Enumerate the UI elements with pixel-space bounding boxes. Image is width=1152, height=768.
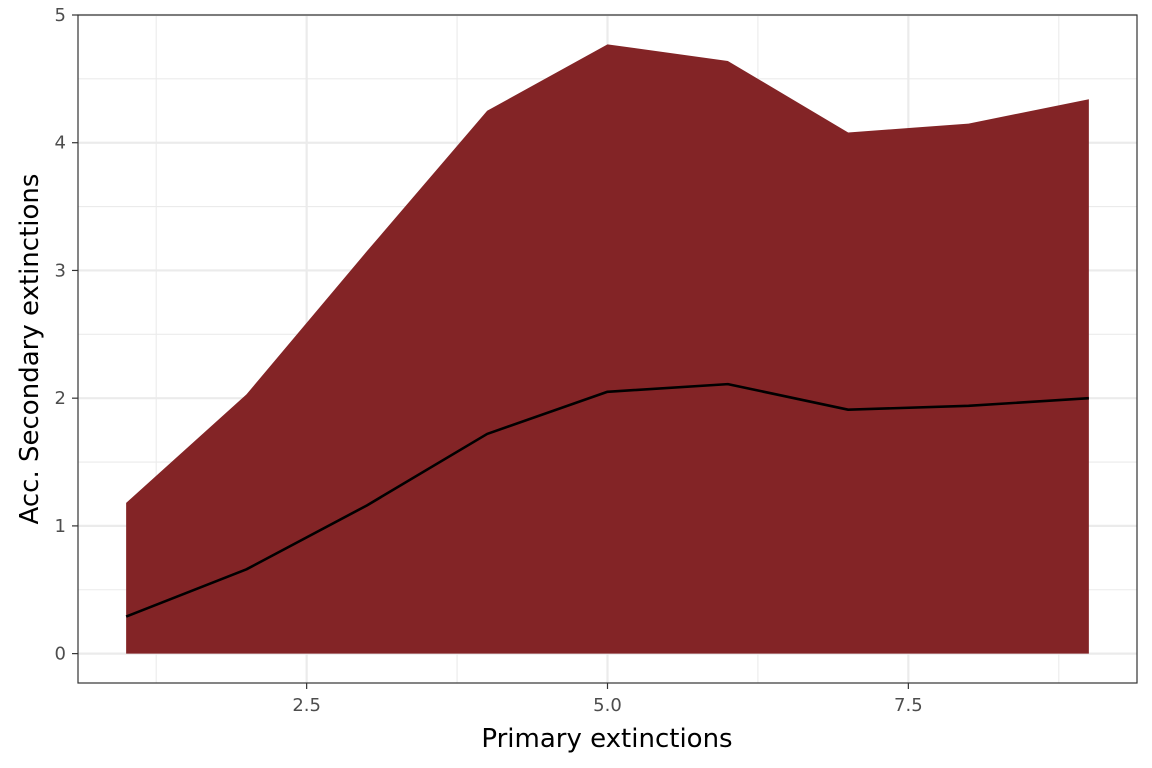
y-axis: 0 1 2 3 4 5	[55, 5, 78, 665]
confidence-area	[126, 44, 1089, 654]
series-layer	[125, 44, 1089, 654]
x-tick-label: 2.5	[292, 695, 321, 716]
x-axis-title: Primary extinctions	[481, 724, 732, 754]
x-tick-label: 5.0	[593, 695, 622, 716]
y-tick-label: 0	[55, 644, 66, 665]
y-tick-label: 1	[55, 516, 66, 537]
y-axis-title: Acc. Secondary extinctions	[15, 174, 45, 525]
x-tick-label: 7.5	[894, 695, 923, 716]
y-tick-label: 2	[55, 388, 66, 409]
mean-line	[125, 382, 1089, 618]
x-axis: 2.5 5.0 7.5	[292, 683, 923, 716]
y-tick-label: 5	[55, 5, 66, 26]
y-tick-label: 4	[55, 133, 66, 154]
y-tick-label: 3	[55, 260, 66, 281]
